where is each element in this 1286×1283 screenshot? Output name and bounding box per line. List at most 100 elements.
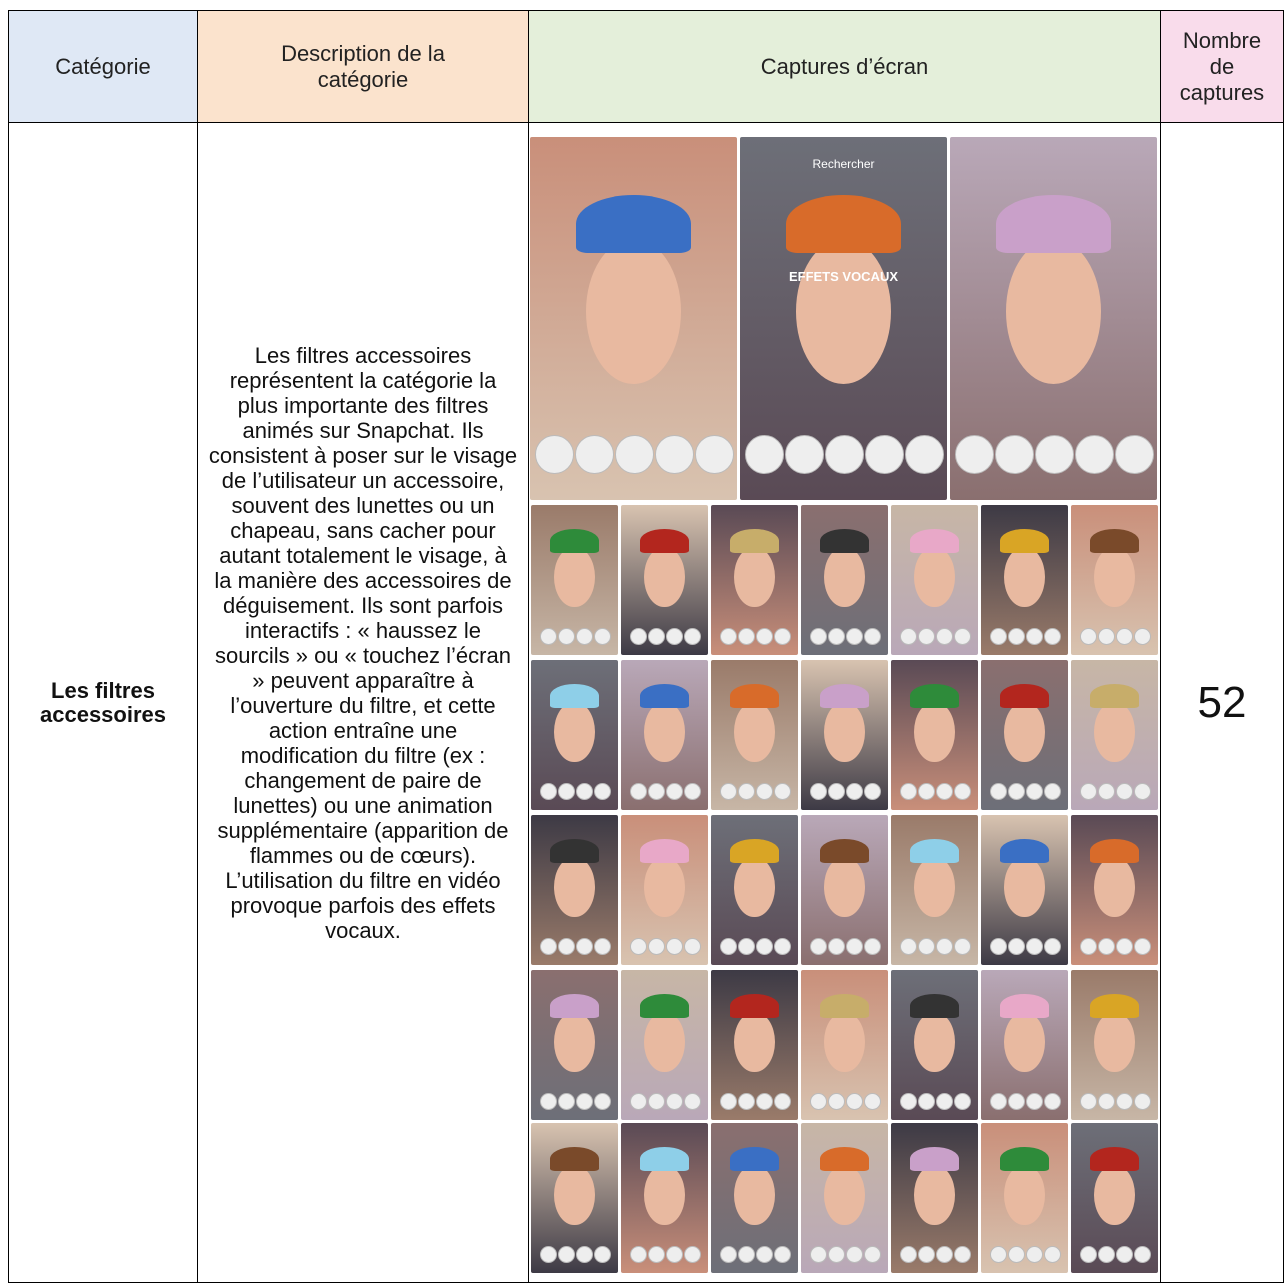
filter-button [1025,628,1043,645]
filter-button [575,1246,593,1263]
face [824,547,865,607]
filter-button [1115,628,1133,645]
filter-button [647,783,665,800]
filter-button [539,1246,557,1263]
accessory [1090,684,1139,708]
filter-button [935,938,953,955]
filter-button [864,434,904,474]
face [824,702,865,762]
filter-button [575,783,593,800]
filter-button [755,1246,773,1263]
screenshot [621,660,708,810]
filter-button [863,1246,881,1263]
screenshot [531,660,618,810]
header-text: Captures d’écran [760,53,929,79]
filter-button [719,1093,737,1110]
screenshot [981,815,1068,965]
screenshot [530,137,737,500]
face [1004,547,1045,607]
filter-button [827,1246,845,1263]
filter-button [784,434,824,474]
accessory [730,994,779,1018]
face [554,1165,595,1225]
screenshot [711,815,798,965]
filter-button [1079,628,1097,645]
header-cell: Captures d’écran [529,10,1161,123]
filter-button [614,434,654,474]
accessory [1000,839,1049,863]
category-cell: Les filtres accessoires [8,123,198,1283]
filter-button [694,434,734,474]
filter-button [1007,1093,1025,1110]
filter-button [593,938,611,955]
accessory [1000,994,1049,1018]
filter-button [1079,938,1097,955]
accessory [1000,684,1049,708]
screenshot [711,660,798,810]
filter-button [755,628,773,645]
accessory [995,195,1112,254]
accessory [640,839,689,863]
screenshot [801,505,888,655]
filter-button [773,628,791,645]
screenshot [801,815,888,965]
accessory [820,839,869,863]
filter-button [935,1093,953,1110]
face [914,1165,955,1225]
face [644,1012,685,1072]
accessory [1000,529,1049,553]
filter-button [539,628,557,645]
face [914,702,955,762]
face [644,1165,685,1225]
accessory [910,839,959,863]
face [914,857,955,917]
screenshot [801,1123,888,1273]
filter-button [629,1246,647,1263]
filter-button [575,938,593,955]
filter-button [557,628,575,645]
filter-button [647,1246,665,1263]
accessory [910,529,959,553]
header-cell: Catégorie [8,10,198,123]
screenshot [801,660,888,810]
filter-button [755,1093,773,1110]
filter-button [654,434,694,474]
filter-button [683,938,701,955]
filter-button [863,628,881,645]
accessory [1090,1147,1139,1171]
filter-button [899,938,917,955]
filter-button [557,783,575,800]
face [644,857,685,917]
filter-button [953,783,971,800]
filter-button [863,1093,881,1110]
filter-button [954,434,994,474]
accessory [785,195,902,254]
filter-button [557,1246,575,1263]
filter-button [953,1246,971,1263]
filter-button [899,783,917,800]
filter-button [935,1246,953,1263]
accessory [550,994,599,1018]
filter-button [1043,1093,1061,1110]
filter-button [1133,783,1151,800]
filter-button [994,434,1034,474]
filter-button [539,783,557,800]
accessory [910,994,959,1018]
accessory [1090,839,1139,863]
filter-button [989,1246,1007,1263]
filter-button [809,1246,827,1263]
screenshot [1071,505,1158,655]
count-text: 52 [1197,677,1247,727]
filter-button [719,938,737,955]
filter-button [863,783,881,800]
filter-button [1097,938,1115,955]
face [554,702,595,762]
filter-button [1025,938,1043,955]
filter-button [1043,628,1061,645]
filter-button [1043,1246,1061,1263]
accessory [550,1147,599,1171]
filter-button [989,783,1007,800]
category-text: Les filtres accessoires [40,677,166,727]
filter-button [1025,1093,1043,1110]
